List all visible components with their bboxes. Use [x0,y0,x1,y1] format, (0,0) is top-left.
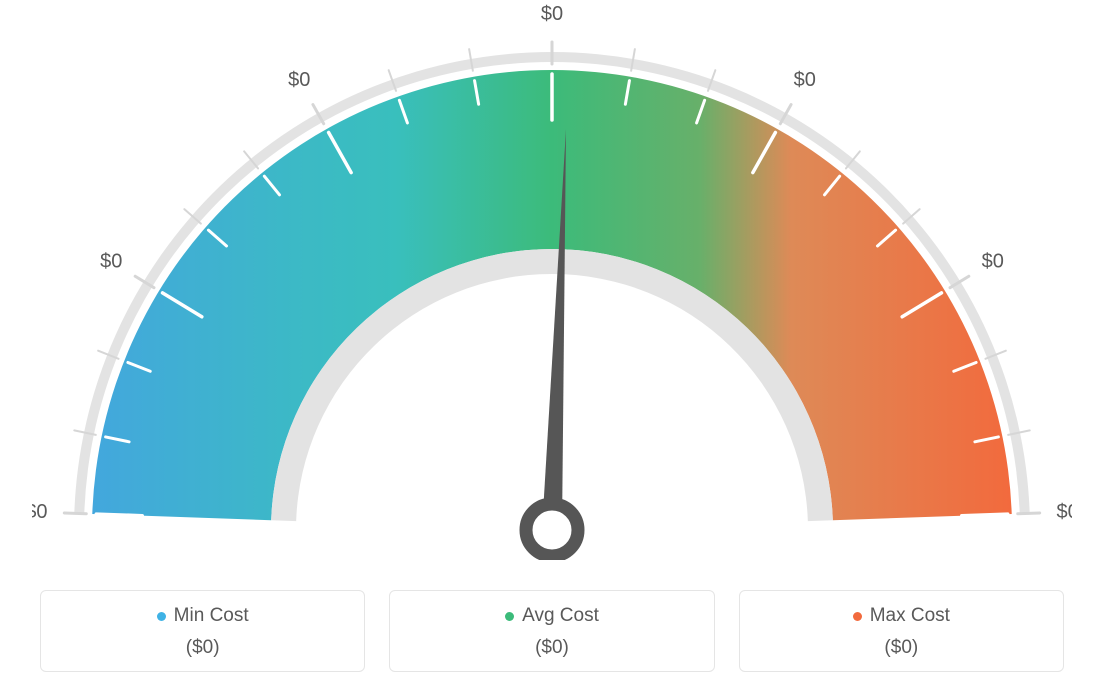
legend-value-avg: ($0) [400,637,703,659]
gauge-tick-label: $0 [32,501,47,523]
legend-label-min: Min Cost [174,605,249,627]
legend-card-max: Max Cost ($0) [739,590,1064,672]
legend-value-min: ($0) [51,637,354,659]
gauge-tick-label: $0 [982,251,1004,273]
legend-row: Min Cost ($0) Avg Cost ($0) Max Cost ($0… [40,590,1064,672]
legend-card-min: Min Cost ($0) [40,590,365,672]
legend-title-min: Min Cost [157,605,249,627]
gauge-svg: $0 $0 $0 $0 $0 $0 $0 [32,0,1072,560]
legend-dot-max [853,612,862,621]
legend-dot-min [157,612,166,621]
gauge-hub [526,504,578,556]
legend-value-max: ($0) [750,637,1053,659]
legend-title-avg: Avg Cost [505,605,599,627]
legend-title-max: Max Cost [853,605,950,627]
gauge-tick-label: $0 [1057,501,1072,523]
legend-dot-avg [505,612,514,621]
gauge-tick-label: $0 [794,69,816,91]
legend-label-avg: Avg Cost [522,605,599,627]
legend-card-avg: Avg Cost ($0) [389,590,714,672]
gauge-tick-label: $0 [100,251,122,273]
gauge-tick-label: $0 [288,69,310,91]
gauge-tick-label: $0 [541,3,563,25]
gauge-chart: $0 $0 $0 $0 $0 $0 $0 [32,0,1072,560]
legend-label-max: Max Cost [870,605,950,627]
